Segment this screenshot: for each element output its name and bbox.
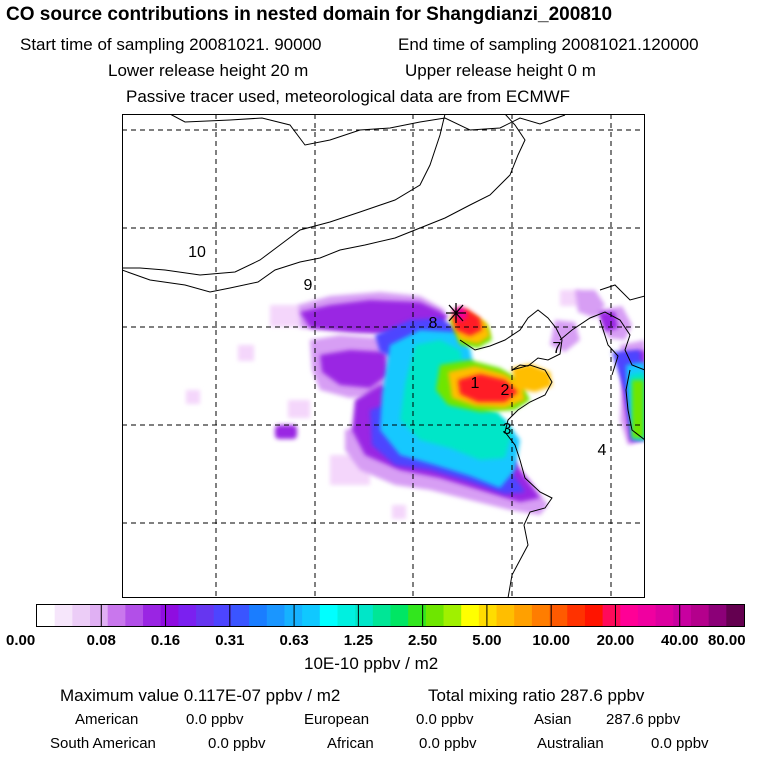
colorbar-cell: [443, 605, 462, 626]
region-label-2: 2: [501, 382, 510, 399]
colorbar-tick-label: 2.50: [408, 632, 438, 649]
region-label-10: 10: [188, 244, 206, 261]
colorbar-cell: [602, 605, 621, 626]
region-labels: 1 2 3 4 7 8 9 10: [188, 244, 606, 459]
plume-faint-layer: [186, 290, 580, 519]
colorbar-cell: [637, 605, 657, 626]
colorbar-tick-label: 10.00: [532, 632, 570, 649]
colorbar-cell: [213, 605, 233, 626]
australian-label: Australian: [537, 735, 604, 752]
colorbar-cell: [37, 605, 56, 626]
region-label-4: 4: [598, 442, 607, 459]
colorbar-cell: [390, 605, 409, 626]
colorbar-cell: [584, 605, 604, 626]
colorbar-cell: [567, 605, 586, 626]
colorbar-cell: [655, 605, 674, 626]
colorbar: [36, 604, 745, 627]
colorbar-cell: [425, 605, 445, 626]
coastlines: [122, 114, 645, 598]
colorbar-cell: [302, 605, 321, 626]
colorbar-cell: [496, 605, 515, 626]
african-value: 0.0 ppbv: [419, 735, 477, 752]
colorbar-tick-label: 0.08: [86, 632, 116, 649]
region-label-3: 3: [503, 421, 512, 438]
colorbar-cell: [72, 605, 91, 626]
colorbar-tick-label: 5.00: [472, 632, 502, 649]
max-value-label: Maximum value 0.117E-07 ppbv / m2: [60, 686, 341, 705]
plume-red-core-layer: [452, 308, 518, 402]
colorbar-cell: [284, 605, 303, 626]
colorbar-cell: [266, 605, 286, 626]
european-label: European: [304, 711, 370, 728]
colorbar-cell: [125, 605, 144, 626]
colorbar-tick-label: 0.00: [6, 632, 36, 649]
map-grid: [122, 114, 645, 598]
region-label-7: 7: [553, 340, 562, 357]
colorbar-cell: [478, 605, 498, 626]
colorbar-cell: [673, 605, 692, 626]
plot-title: CO source contributions in nested domain…: [6, 4, 613, 25]
colorbar-tick-label: 80.00: [708, 632, 746, 649]
asian-value: 287.6 ppbv: [606, 711, 681, 728]
colorbar-cell: [319, 605, 339, 626]
colorbar-cell: [372, 605, 392, 626]
american-label: American: [75, 711, 139, 728]
end-time-label: End time of sampling 20081021.120000: [398, 35, 699, 54]
colorbar-cell: [690, 605, 710, 626]
region-label-1: 1: [471, 375, 480, 392]
upper-release-height-label: Upper release height 0 m: [405, 61, 596, 80]
colorbar-cell: [726, 605, 745, 626]
asian-label: Asian: [534, 711, 572, 728]
tracer-info-label: Passive tracer used, meteorological data…: [126, 87, 571, 106]
colorbar-cell: [90, 605, 109, 626]
colorbar-cell: [620, 605, 639, 626]
colorbar-tick-label: 0.31: [215, 632, 245, 649]
colorbar-cell: [708, 605, 727, 626]
region-label-9: 9: [304, 277, 313, 294]
start-time-label: Start time of sampling 20081021. 90000: [20, 35, 322, 54]
colorbar-cell: [178, 605, 197, 626]
south-american-label: South American: [50, 735, 156, 752]
european-value: 0.0 ppbv: [416, 711, 474, 728]
colorbar-cell: [143, 605, 162, 626]
colorbar-tick-label: 40.00: [660, 632, 699, 649]
colorbar-cell: [408, 605, 427, 626]
colorbar-tick-label: 0.63: [279, 632, 309, 649]
colorbar-cell: [514, 605, 533, 626]
south-american-value: 0.0 ppbv: [208, 735, 266, 752]
map-frame: [122, 114, 645, 598]
colorbar-cell: [231, 605, 250, 626]
colorbar-cell: [549, 605, 568, 626]
colorbar-cell: [160, 605, 179, 626]
colorbar-cell: [531, 605, 551, 626]
colorbar-cell: [54, 605, 73, 626]
colorbar-tick-label: 1.25: [343, 632, 373, 649]
colorbar-tick-label: 20.00: [596, 632, 635, 649]
american-value: 0.0 ppbv: [186, 711, 244, 728]
colorbar-cell: [107, 605, 126, 626]
colorbar-tick-label: 0.16: [150, 632, 181, 649]
colorbar-unit: 10E-10 ppbv / m2: [304, 654, 439, 673]
australian-value: 0.0 ppbv: [651, 735, 709, 752]
colorbar-cell: [249, 605, 268, 626]
concentration-map: 1 2 3 4 7 8 9 10: [122, 114, 645, 598]
colorbar-cell: [196, 605, 215, 626]
region-label-8: 8: [429, 315, 438, 332]
colorbar-cell: [355, 605, 374, 626]
african-label: African: [327, 735, 374, 752]
lower-release-height-label: Lower release height 20 m: [108, 61, 309, 80]
receptor-star-icon: [446, 303, 466, 323]
colorbar-cell: [337, 605, 356, 626]
colorbar-frame: [36, 604, 745, 627]
total-mixing-label: Total mixing ratio 287.6 ppbv: [428, 686, 645, 705]
colorbar-cell: [461, 605, 480, 626]
plume-field: [186, 290, 645, 519]
